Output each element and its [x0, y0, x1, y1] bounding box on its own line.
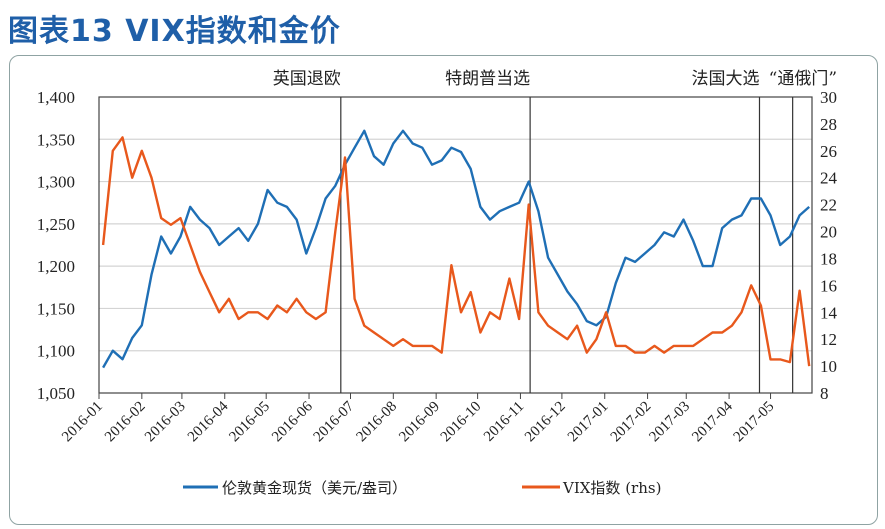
left-tick-label: 1,400	[37, 88, 75, 107]
left-tick-label: 1,250	[37, 215, 75, 234]
x-tick-label: 2016-07	[311, 398, 358, 445]
x-tick-label: 2016-03	[142, 399, 189, 446]
legend-label-vix: VIX指数 (rhs)	[562, 479, 661, 497]
x-tick-label: 2016-05	[226, 399, 273, 446]
left-tick-label: 1,200	[37, 257, 75, 276]
x-tick-label: 2017-05	[731, 399, 778, 446]
right-tick-label: 22	[820, 196, 837, 215]
event-label: 特朗普当选	[445, 69, 530, 89]
x-tick-label: 2017-04	[689, 398, 736, 445]
x-tick-label: 2016-01	[59, 399, 106, 446]
right-tick-label: 20	[820, 223, 837, 242]
event-label: “通俄门”	[769, 69, 837, 89]
right-tick-label: 8	[820, 384, 829, 403]
right-tick-label: 26	[820, 142, 837, 161]
right-tick-label: 12	[820, 330, 837, 349]
plot-border	[98, 96, 813, 394]
left-tick-label: 1,150	[37, 299, 75, 318]
right-tick-label: 16	[820, 276, 837, 295]
chart-frame	[9, 55, 878, 525]
x-tick-label: 2016-08	[353, 399, 400, 446]
left-tick-label: 1,050	[37, 384, 75, 403]
x-tick-label: 2016-09	[396, 399, 443, 446]
event-label: 法国大选	[691, 69, 759, 89]
legend-label-gold: 伦敦黄金现货（美元/盎司）	[222, 479, 407, 497]
x-tick-label: 2017-03	[646, 399, 693, 446]
event-label: 英国退欧	[273, 69, 341, 89]
x-tick-label: 2016-06	[269, 398, 316, 445]
x-tick-label: 2017-01	[565, 399, 612, 446]
right-tick-label: 28	[820, 115, 837, 134]
x-tick-label: 2016-11	[481, 399, 527, 445]
left-tick-label: 1,100	[37, 342, 75, 361]
right-tick-label: 30	[820, 88, 837, 107]
left-tick-label: 1,300	[37, 173, 75, 192]
series-line-gold	[102, 129, 810, 369]
x-tick-label: 2016-02	[102, 399, 149, 446]
x-tick-label: 2016-10	[438, 399, 485, 446]
right-tick-label: 14	[820, 303, 838, 322]
chart-title: 图表13 VIX指数和金价	[8, 14, 341, 49]
x-tick-label: 2016-12	[522, 399, 569, 446]
right-tick-label: 18	[820, 249, 837, 268]
series-line-vix	[101, 136, 811, 367]
right-tick-label: 24	[820, 169, 838, 188]
right-tick-label: 10	[820, 357, 837, 376]
left-tick-label: 1,350	[37, 130, 75, 149]
x-tick-label: 2017-02	[608, 399, 655, 446]
x-tick-label: 2016-04	[185, 398, 232, 445]
